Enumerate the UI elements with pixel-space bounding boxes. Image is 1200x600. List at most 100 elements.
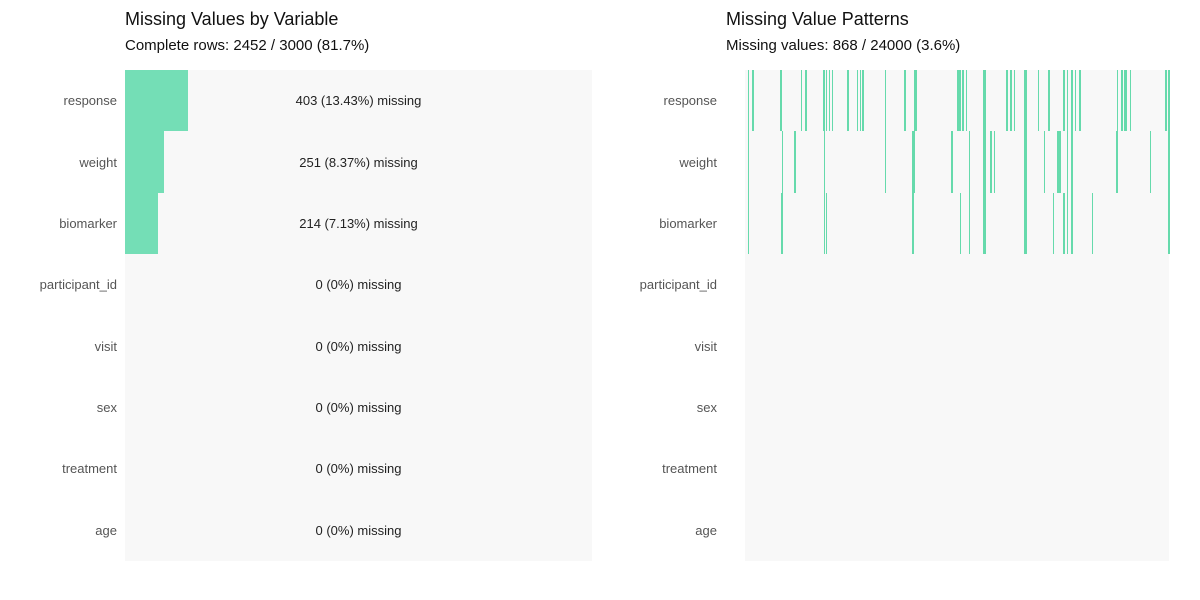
missing-values-bar-chart: Missing Values by Variable Complete rows… (0, 9, 592, 561)
missing-cell-line (1037, 70, 1040, 132)
missing-cell-line (1057, 131, 1059, 193)
missing-count-label-treatment: 0 (0%) missing (315, 461, 402, 477)
right-y-axis-labels: response weight biomarker participant_id vis… (600, 70, 717, 561)
y-axis-label-weight: weight (79, 154, 117, 170)
left-chart-title: Missing Values by Variable (125, 9, 339, 29)
missing-cell-line (752, 70, 754, 132)
missing-cell-line (747, 192, 750, 255)
y-axis-label-age: age (695, 522, 717, 538)
missing-cell-line (1063, 192, 1065, 255)
missing-cell-line (1116, 131, 1118, 193)
pattern-row-treatment (745, 438, 1169, 499)
missing-cell-line (884, 70, 887, 132)
missing-cell-line (862, 70, 864, 132)
missing-bar-weight (125, 131, 165, 193)
missing-cell-line (1052, 192, 1055, 255)
missing-count-label-visit: 0 (0%) missing (315, 338, 402, 354)
right-plot-panel (745, 70, 1170, 561)
pattern-row-sex (745, 377, 1169, 438)
missing-cell-line (1129, 70, 1132, 132)
missing-bar-response (125, 70, 188, 132)
missing-cell-line (982, 192, 986, 255)
bar-row-response: 403 (13.43%) missing (125, 70, 592, 132)
y-axis-label-treatment: treatment (62, 461, 117, 477)
bar-row-weight: 251 (8.37%) missing (125, 131, 592, 193)
missing-cell-line (1149, 131, 1152, 193)
bar-row-sex: 0 (0%) missing (125, 377, 592, 438)
missing-cell-line (847, 70, 849, 132)
missing-cell-line (825, 192, 828, 255)
missing-cell-line (823, 131, 826, 193)
missing-cell-line (747, 131, 750, 193)
left-chart-subtitle: Complete rows: 2452 / 3000 (81.7%) (125, 37, 370, 54)
y-axis-label-response: response (63, 93, 117, 109)
missing-cell-line (1023, 131, 1027, 193)
y-axis-label-treatment: treatment (662, 461, 717, 477)
missing-cell-line (990, 131, 992, 193)
pattern-row-response (745, 70, 1170, 132)
missing-value-patterns-chart: Missing Value Patterns Missing values: 8… (600, 0, 1200, 600)
right-chart-title: Missing Value Patterns (726, 9, 909, 29)
pattern-row-participant_id (745, 254, 1169, 315)
missing-cell-line (1168, 131, 1170, 193)
missing-cell-line (912, 131, 916, 193)
missing-cell-line (968, 131, 971, 193)
y-axis-label-biomarker: biomarker (59, 215, 117, 231)
missing-cell-line (856, 70, 859, 132)
missing-cell-line (1165, 70, 1167, 132)
missing-cell-line (968, 192, 971, 255)
y-axis-label-visit: visit (694, 338, 717, 354)
missing-cell-line (823, 192, 826, 255)
missing-cell-line (1124, 70, 1128, 132)
missing-cell-line (982, 70, 986, 132)
left-y-axis-labels: response weight biomarker participant_id vis… (0, 70, 117, 561)
bar-row-age: 0 (0%) missing (125, 500, 592, 561)
missing-cell-line (1048, 70, 1050, 132)
missing-cell-line (965, 70, 968, 132)
missing-cell-line (914, 70, 918, 132)
missing-cell-line (747, 70, 750, 132)
missing-cell-line (1071, 131, 1073, 193)
y-axis-label-sex: sex (96, 400, 117, 416)
missing-cell-line (1071, 70, 1073, 132)
missing-cell-line (1066, 131, 1069, 193)
missing-cell-line (828, 70, 831, 132)
y-axis-label-sex: sex (696, 400, 717, 416)
missing-cell-line (1116, 70, 1119, 132)
bar-row-biomarker: 214 (7.13%) missing (125, 192, 592, 255)
y-axis-label-age: age (95, 522, 117, 538)
missing-cell-line (993, 131, 996, 193)
missing-cell-line (1074, 70, 1077, 132)
missing-bar-biomarker (125, 192, 159, 255)
missing-cell-line (1066, 192, 1069, 255)
missing-count-label-response: 403 (13.43%) missing (295, 93, 422, 109)
missing-cell-line (823, 70, 825, 132)
left-plot-panel: 403 (13.43%) missing 251 (8.37%) missing 2… (125, 70, 592, 561)
missing-cell-line (1168, 192, 1170, 255)
missing-cell-line (825, 70, 828, 132)
missing-cell-line (884, 131, 887, 193)
missing-cell-line (1121, 70, 1123, 132)
missing-cell-line (982, 131, 986, 193)
missing-cell-line (781, 192, 783, 255)
bar-row-visit: 0 (0%) missing (125, 316, 592, 377)
bar-row-participant_id: 0 (0%) missing (125, 254, 592, 315)
y-axis-label-biomarker: biomarker (659, 215, 717, 231)
missing-count-label-participant_id: 0 (0%) missing (315, 277, 402, 293)
missing-count-label-sex: 0 (0%) missing (315, 400, 402, 416)
missing-cell-line (831, 70, 834, 132)
missing-cell-line (904, 70, 906, 132)
missing-cell-line (959, 70, 961, 132)
missing-cell-line (1059, 131, 1061, 193)
missing-cell-line (957, 70, 959, 132)
missing-cell-line (951, 131, 953, 193)
missing-cell-line (781, 131, 784, 193)
missing-count-label-weight: 251 (8.37%) missing (299, 154, 418, 170)
pattern-row-biomarker (745, 192, 1170, 255)
missing-cell-line (959, 192, 962, 255)
missing-cell-line (1006, 70, 1008, 132)
missing-cell-line (962, 70, 964, 132)
missing-cell-line (1079, 70, 1081, 132)
missing-cell-line (912, 192, 914, 255)
y-axis-label-response: response (663, 93, 717, 109)
